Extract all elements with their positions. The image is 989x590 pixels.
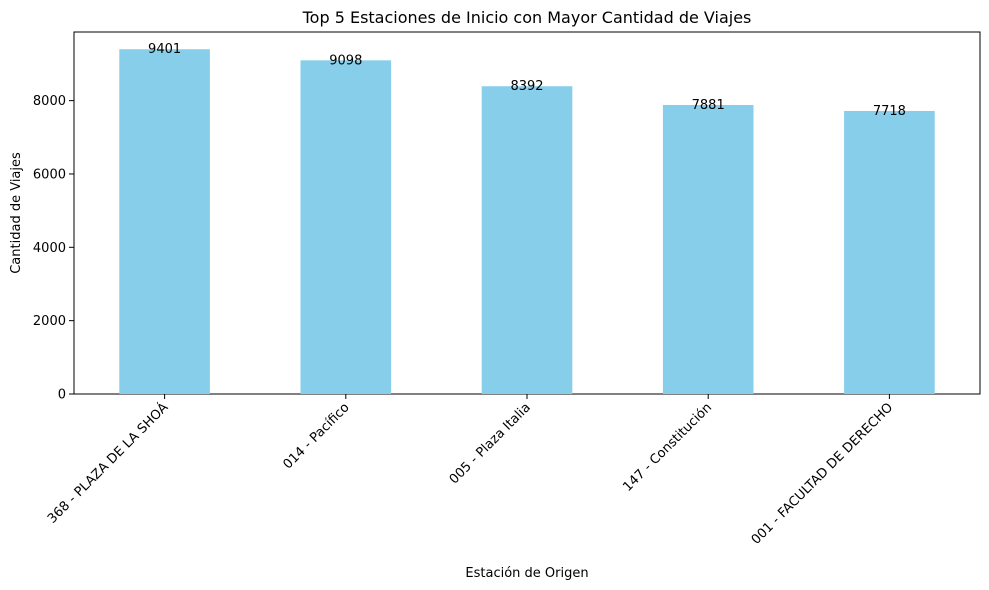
bar	[300, 60, 392, 394]
bar-value-label: 7881	[692, 98, 725, 113]
bar	[119, 49, 210, 394]
bar-value-label: 9401	[148, 42, 181, 57]
bar-value-label: 8392	[510, 79, 543, 94]
bar	[844, 110, 935, 394]
bar	[662, 104, 754, 394]
y-axis: 0 2000 4000 6000 8000	[33, 94, 74, 403]
x-tick-label: 147 - Constitución	[620, 400, 715, 495]
data-labels-group: 9401 9098 8392 7881 7718	[148, 42, 906, 119]
y-tick-label: 0	[58, 388, 66, 403]
bars-group	[119, 49, 935, 394]
chart-title: Top 5 Estaciones de Inicio con Mayor Can…	[302, 8, 752, 27]
bar-value-label: 7718	[873, 104, 906, 119]
y-tick-label: 8000	[33, 94, 66, 109]
x-tick-label: 368 - PLAZA DE LA SHOÁ	[44, 399, 171, 526]
y-axis-title: Cantidad de Viajes	[9, 152, 24, 274]
x-axis-title: Estación de Origen	[465, 566, 588, 581]
y-tick-label: 4000	[33, 241, 66, 256]
x-tick-label: 001 - FACULTAD DE DERECHO	[749, 400, 897, 548]
x-tick-label: 005 - Plaza Italia	[447, 400, 534, 487]
y-tick-label: 6000	[33, 167, 66, 182]
bar	[481, 86, 573, 394]
x-tick-label: 014 - Pacífico	[280, 400, 352, 472]
bar-value-label: 9098	[329, 53, 362, 68]
x-axis: 368 - PLAZA DE LA SHOÁ 014 - Pacífico 005 …	[44, 394, 896, 548]
y-tick-label: 2000	[33, 314, 66, 329]
